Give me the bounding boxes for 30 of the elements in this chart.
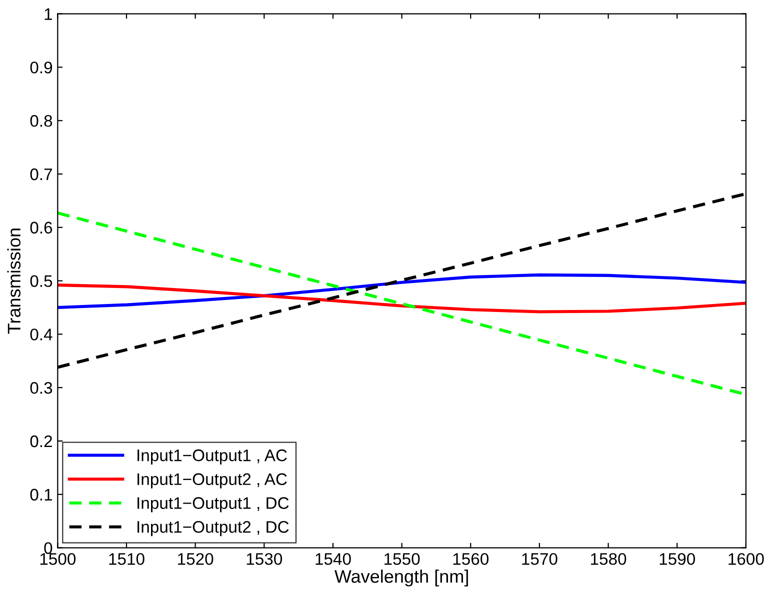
x-tick-label: 1560 bbox=[453, 553, 489, 565]
y-tick-label: 0.2 bbox=[30, 435, 52, 448]
x-tick-label: 1510 bbox=[109, 553, 144, 565]
y-tick-label: 0.9 bbox=[30, 62, 52, 74]
line-series bbox=[58, 273, 746, 310]
legend-label: Input1−Output1 , AC bbox=[138, 449, 287, 465]
x-tick-label: 1520 bbox=[178, 553, 214, 565]
x-tick-label: 1580 bbox=[591, 553, 626, 565]
y-axis-title: Transmission bbox=[7, 228, 21, 334]
y-tick-label: 0.7 bbox=[30, 168, 52, 180]
y-tick-label: 1 bbox=[44, 8, 52, 20]
line-series bbox=[58, 284, 746, 314]
legend-label: Input1−Output2 , AC bbox=[138, 473, 287, 488]
x-tick-label: 1500 bbox=[40, 553, 76, 565]
y-tick-label: 0.5 bbox=[30, 275, 52, 288]
y-tick-label: 0.4 bbox=[30, 328, 52, 340]
legend-label: Input1−Output1 , DC bbox=[138, 497, 289, 512]
y-tick-label: 0.3 bbox=[30, 382, 52, 394]
x-tick-label: 1530 bbox=[246, 553, 282, 565]
x-tick-label: 1550 bbox=[384, 553, 420, 565]
y-tick-label: 0.8 bbox=[30, 115, 52, 127]
y-tick-label: 0.1 bbox=[30, 488, 52, 501]
y-tick-label: 0 bbox=[44, 542, 52, 554]
x-tick-label: 1590 bbox=[660, 553, 695, 565]
x-axis-title: Wavelength [nm] bbox=[334, 570, 468, 586]
x-tick-label: 1540 bbox=[316, 553, 351, 565]
x-tick-label: 1570 bbox=[522, 553, 558, 565]
legend-label: Input1−Output2 , DC bbox=[138, 521, 289, 536]
x-tick-label: 1600 bbox=[728, 553, 764, 565]
y-tick-label: 0.6 bbox=[30, 222, 52, 234]
